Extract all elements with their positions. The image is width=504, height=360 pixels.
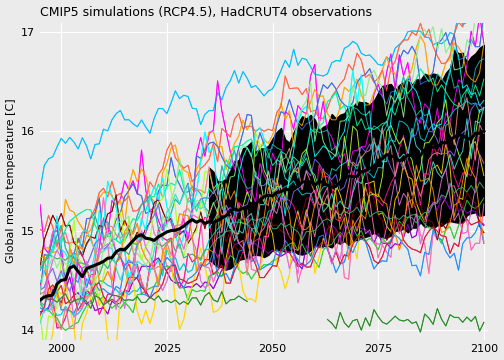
Text: CMIP5 simulations (RCP4.5), HadCRUT4 observations: CMIP5 simulations (RCP4.5), HadCRUT4 obs… — [40, 5, 372, 19]
Y-axis label: Global mean temperature [C]: Global mean temperature [C] — [6, 99, 16, 264]
